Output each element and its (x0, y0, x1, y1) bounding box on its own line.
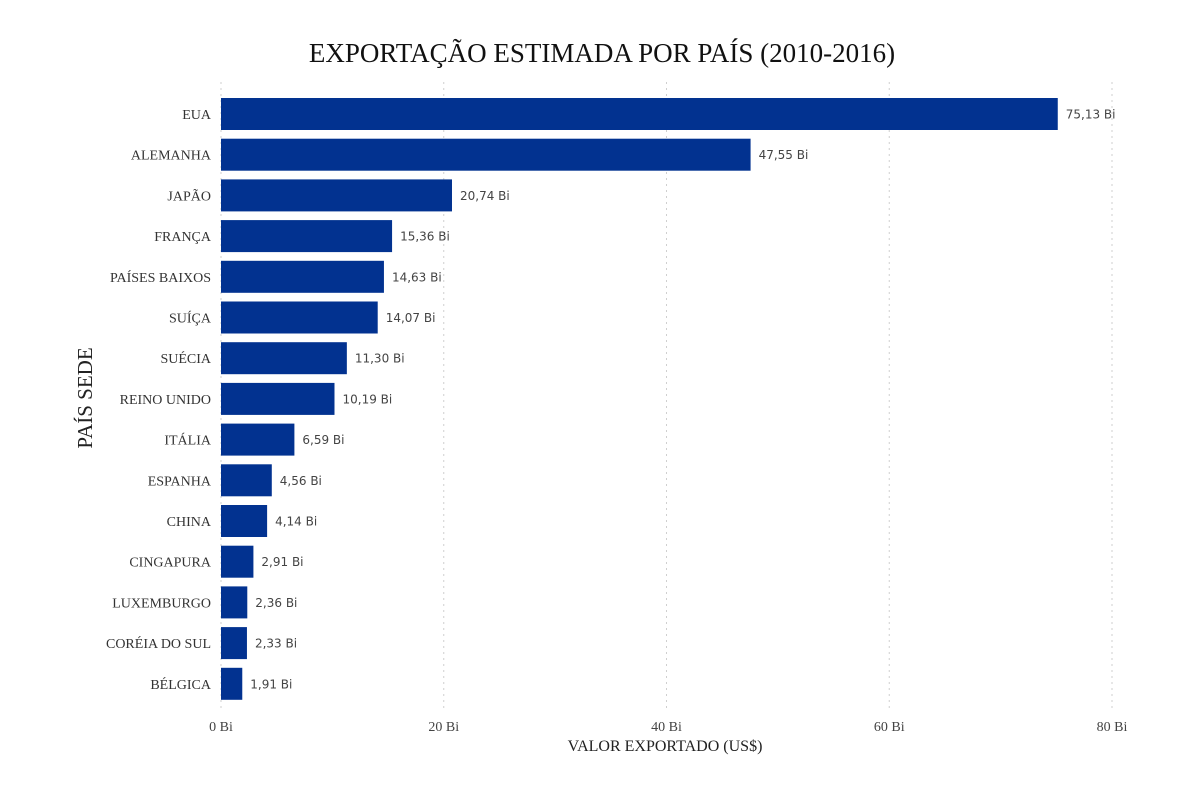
category-label: ESPANHA (148, 474, 212, 489)
bar (221, 505, 268, 537)
category-label: SUÍÇA (169, 310, 212, 327)
data-label: 6,59 Bi (302, 433, 344, 447)
data-label: 4,56 Bi (280, 474, 322, 488)
bar (221, 220, 393, 253)
y-axis-title: PAÍS SEDE (73, 347, 97, 448)
category-label: ITÁLIA (164, 432, 212, 449)
data-label: 2,36 Bi (255, 596, 297, 610)
data-label: 2,33 Bi (255, 637, 297, 651)
bar (221, 342, 347, 375)
category-label: CHINA (167, 515, 212, 530)
data-label: 15,36 Bi (400, 230, 450, 244)
bar (221, 586, 248, 619)
bar (221, 545, 254, 578)
category-label: PAÍSES BAIXOS (110, 269, 211, 286)
bar (221, 667, 243, 700)
data-label: 10,19 Bi (342, 392, 392, 406)
data-label: 20,74 Bi (460, 189, 510, 203)
bar (221, 423, 295, 456)
data-label: 14,63 Bi (392, 270, 442, 284)
bar (221, 382, 335, 415)
bar (221, 98, 1058, 130)
bar (221, 138, 751, 171)
x-tick-label: 60 Bi (874, 720, 905, 735)
x-axis-title: VALOR EXPORTADO (US$) (568, 738, 763, 755)
category-label: BÉLGICA (150, 676, 212, 693)
data-labels: 75,13 Bi 47,55 Bi 20,74 Bi 15,36 Bi 14,63 Bi… (250, 108, 1115, 692)
x-tick-label: 0 Bi (209, 720, 233, 735)
category-label: FRANÇA (154, 230, 212, 245)
category-label: REINO UNIDO (120, 393, 211, 408)
chart-title: EXPORTAÇÃO ESTIMADA POR PAÍS (2010-2016) (309, 38, 895, 68)
data-label: 1,91 Bi (250, 677, 292, 691)
data-label: 75,13 Bi (1066, 108, 1116, 122)
x-tick-label: 40 Bi (651, 720, 682, 735)
category-label: SUÉCIA (160, 350, 211, 367)
category-label: LUXEMBURGO (112, 596, 211, 611)
data-label: 11,30 Bi (355, 352, 405, 366)
bar (221, 627, 247, 660)
x-tick-label: 20 Bi (428, 720, 459, 735)
bar (221, 464, 272, 497)
value-axis: 0 Bi 20 Bi 40 Bi 60 Bi 80 Bi (209, 720, 1127, 735)
data-label: 2,91 Bi (261, 555, 303, 569)
category-label: CINGAPURA (129, 556, 212, 571)
category-label: ALEMANHA (131, 149, 212, 164)
bar (221, 301, 378, 334)
data-label: 4,14 Bi (275, 515, 317, 529)
data-label: 47,55 Bi (759, 148, 809, 162)
bar (221, 260, 384, 293)
category-label: JAPÃO (167, 188, 211, 204)
category-label: CORÉIA DO SUL (106, 635, 211, 652)
category-axis: EUA ALEMANHA JAPÃO FRANÇA PAÍSES BAIXOS SUÍÇA… (106, 108, 212, 693)
bar (221, 179, 452, 212)
bars (221, 98, 1058, 700)
data-label: 14,07 Bi (386, 311, 436, 325)
x-tick-label: 80 Bi (1097, 720, 1128, 735)
category-label: EUA (182, 108, 212, 123)
